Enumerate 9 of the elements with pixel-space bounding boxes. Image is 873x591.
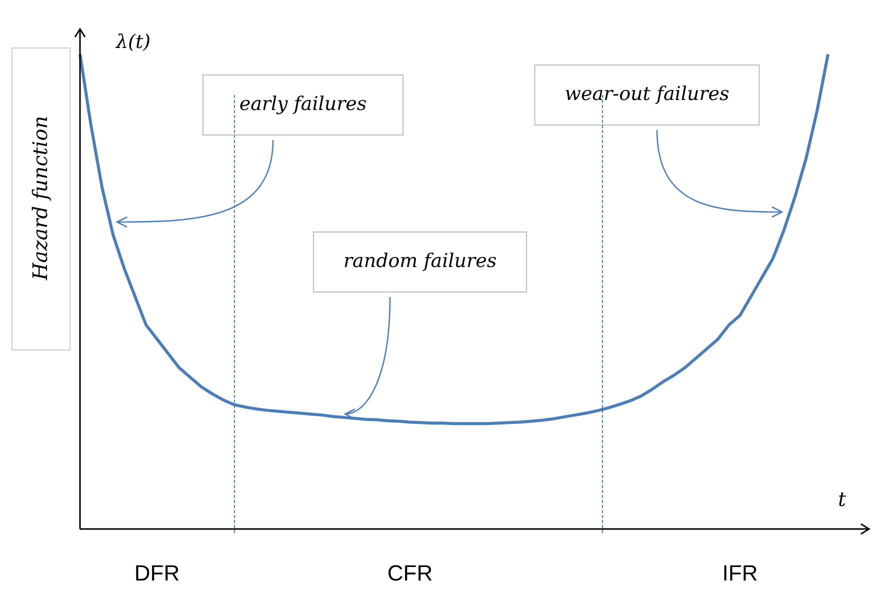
annotation: random failures xyxy=(343,250,497,272)
text: λ(t) xyxy=(115,30,151,53)
x-tick-label: CFR xyxy=(387,560,433,586)
annotation: wear-out failures xyxy=(564,82,730,105)
x-tick-label: IFR xyxy=(722,560,758,586)
annotation: early failures xyxy=(239,92,367,115)
x-axis-title: t xyxy=(838,487,847,512)
y-axis-title: Hazard function xyxy=(28,116,52,282)
x-tick-label: DFR xyxy=(134,560,180,586)
